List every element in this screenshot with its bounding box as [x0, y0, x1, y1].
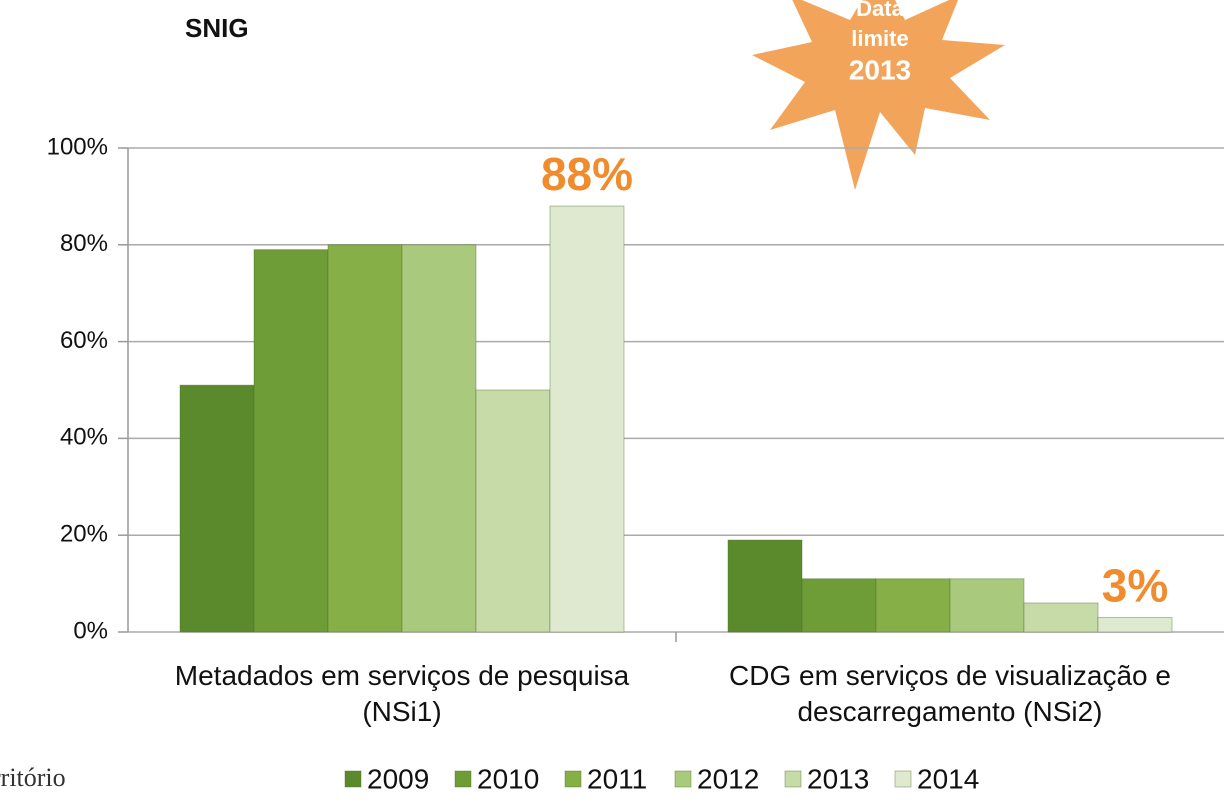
bar	[327, 244, 403, 633]
legend-swatch	[784, 770, 802, 788]
legend-swatch	[454, 770, 472, 788]
y-tick-label: 20%	[60, 521, 108, 548]
legend-label: 2009	[367, 763, 429, 794]
bar	[875, 578, 951, 633]
legend-label: 2011	[587, 763, 647, 794]
bar	[1023, 602, 1099, 633]
starburst	[752, 0, 1005, 190]
data-label: 88%	[541, 148, 633, 200]
y-tick-label: 60%	[60, 327, 108, 354]
y-tick-label: 80%	[60, 230, 108, 257]
legend-label: 2010	[477, 763, 539, 794]
bar	[1097, 616, 1173, 633]
annotation-line: limite	[851, 26, 908, 51]
legend-swatch	[894, 770, 912, 788]
legend-label: 2014	[917, 763, 979, 794]
x-tick-label: Metadados em serviços de pesquisa (NSi1)	[174, 660, 630, 727]
bar	[401, 244, 477, 633]
bar	[801, 578, 877, 633]
bar	[549, 205, 625, 633]
legend-swatch	[564, 770, 582, 788]
legend-label: 2012	[697, 763, 759, 794]
annotation-line: 2013	[849, 54, 911, 85]
logo-text: rritório	[0, 763, 66, 792]
bar	[949, 578, 1025, 633]
legend-swatch	[674, 770, 692, 788]
y-tick-label: 40%	[60, 424, 108, 451]
x-tick-label: CDG em serviços de visualização e descar…	[729, 660, 1171, 727]
bar	[253, 249, 329, 633]
bar	[179, 384, 255, 633]
y-tick-label: 0%	[73, 617, 108, 644]
bar	[475, 389, 551, 633]
chart-title: SNIG	[185, 13, 249, 43]
annotation-line: Data	[856, 0, 904, 21]
legend-label: 2013	[807, 763, 869, 794]
data-label: 3%	[1102, 560, 1168, 612]
y-tick-label: 100%	[47, 133, 108, 160]
bar	[727, 539, 803, 633]
legend-swatch	[344, 770, 362, 788]
